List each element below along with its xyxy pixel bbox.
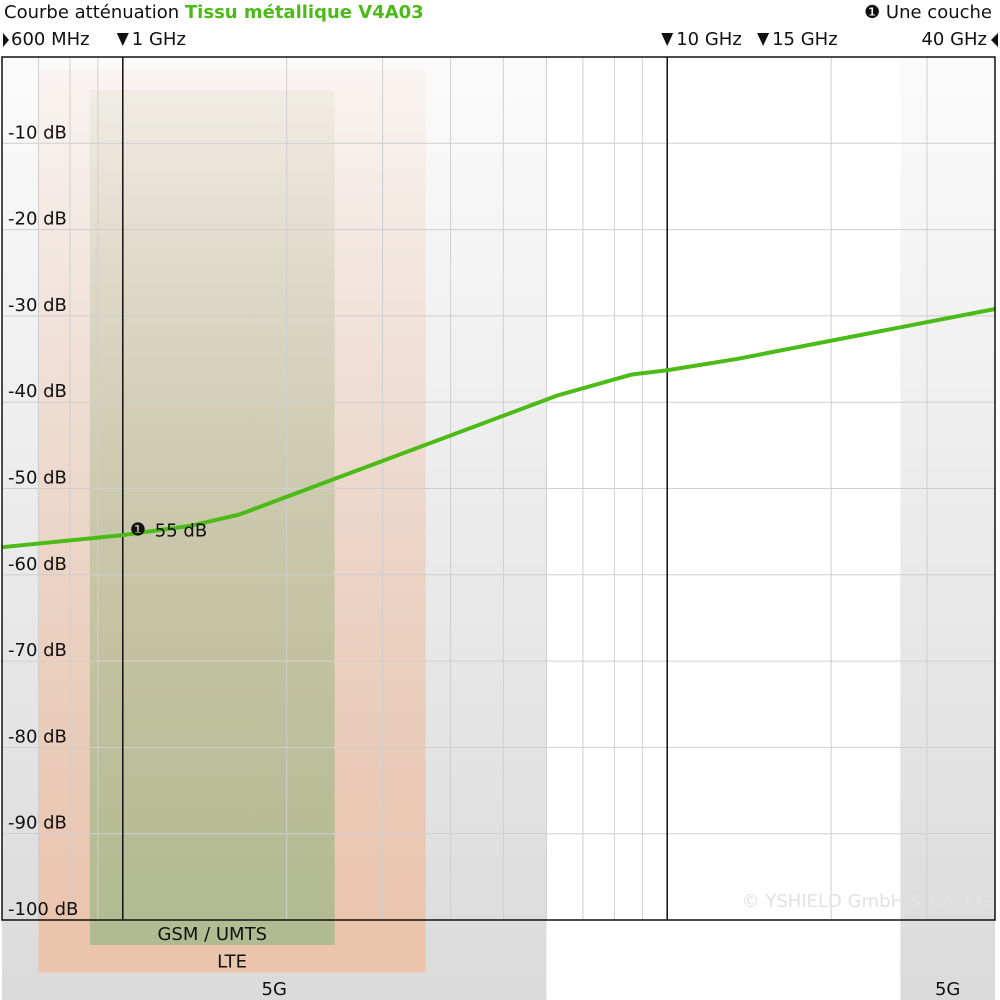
data-line <box>1 307 996 550</box>
y-tick-label: -80 dB <box>8 726 67 747</box>
y-tick-label: -10 dB <box>8 122 67 143</box>
plot-border <box>1 56 996 921</box>
annotation-label: 55 dB <box>155 521 207 542</box>
annotation-marker: ❶ <box>130 520 146 541</box>
band-label: LTE <box>217 952 247 973</box>
tick-marker <box>3 33 9 47</box>
y-tick-label: -20 dB <box>8 209 67 230</box>
legend-label: Une couche <box>886 2 992 23</box>
y-tick-label: -70 dB <box>8 640 67 661</box>
x-tick-label: 15 GHz <box>772 29 838 50</box>
tick-marker <box>116 33 129 46</box>
x-tick-label: 600 MHz <box>11 29 90 50</box>
x-tick-label: 10 GHz <box>676 29 742 50</box>
tick-marker <box>991 33 998 47</box>
legend-marker: ❶ <box>864 2 880 23</box>
copyright: © YSHIELD GmbH & Co. KG <box>742 891 990 912</box>
band-label: GSM / UMTS <box>157 924 267 945</box>
band <box>900 57 995 1000</box>
y-tick-label: -40 dB <box>8 381 67 402</box>
title: Courbe atténuation <box>4 2 179 23</box>
x-tick-label: 40 GHz <box>921 29 987 50</box>
band <box>89 90 335 945</box>
subtitle: Tissu métallique V4A03 <box>185 2 424 23</box>
tick-marker <box>757 33 770 46</box>
y-tick-label: -60 dB <box>8 554 67 575</box>
chart-title: Courbe atténuation Tissu métallique V4A0… <box>4 2 424 23</box>
tick-marker <box>661 33 674 46</box>
y-tick-label: -50 dB <box>8 468 67 489</box>
y-tick-label: -90 dB <box>8 813 67 834</box>
y-tick-label: -100 dB <box>8 899 78 920</box>
legend: ❶ Une couche <box>864 2 992 23</box>
y-tick-label: -30 dB <box>8 295 67 316</box>
band-label: 5G <box>935 979 960 1000</box>
band-label: 5G <box>262 979 287 1000</box>
x-tick-label: 1 GHz <box>132 29 186 50</box>
